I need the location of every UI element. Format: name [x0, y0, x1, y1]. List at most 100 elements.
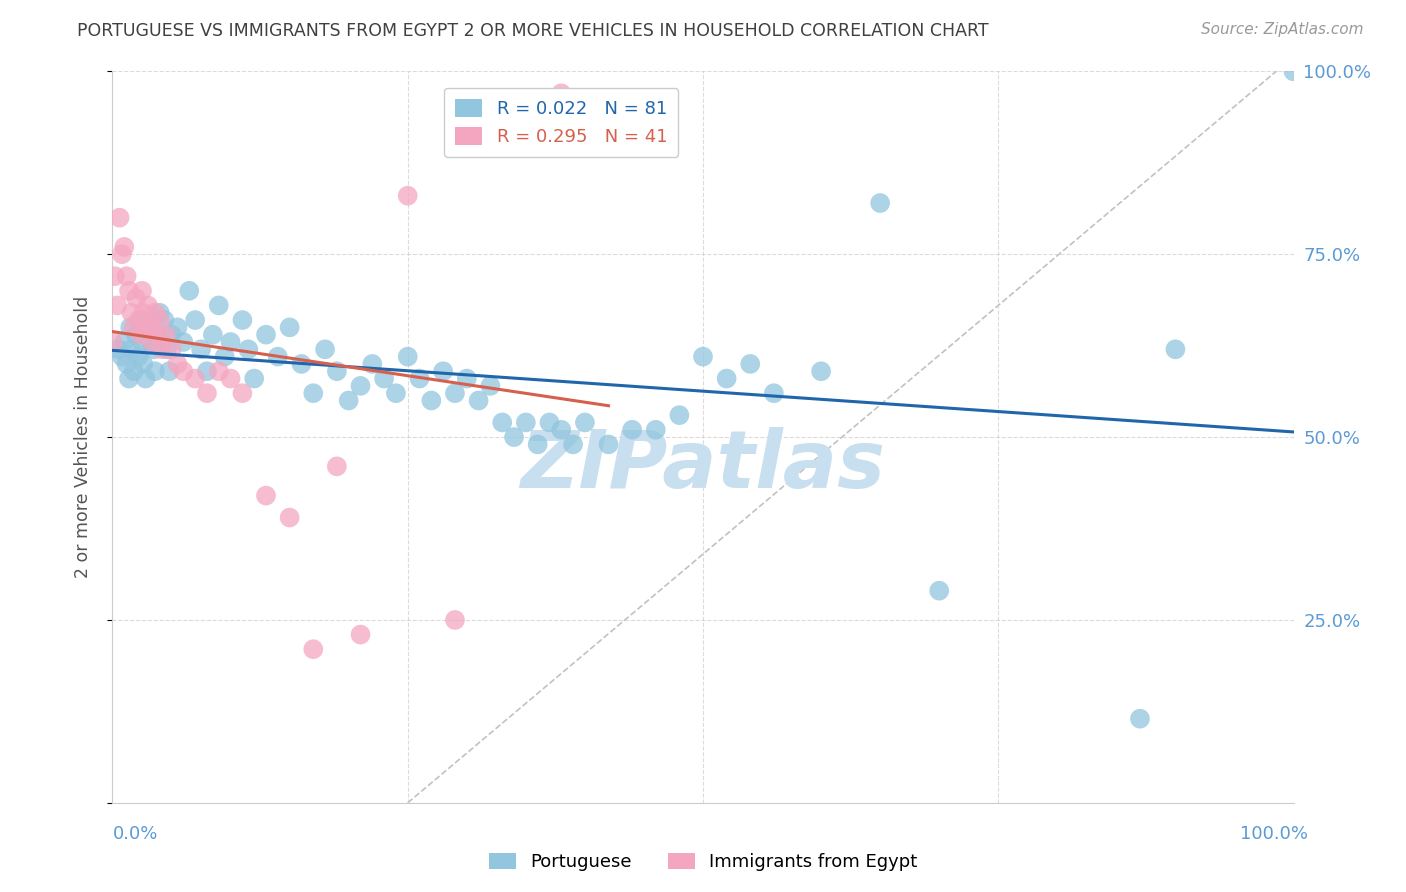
Point	[136, 320, 159, 334]
Point	[150, 343, 173, 357]
Legend: R = 0.022   N = 81, R = 0.295   N = 41: R = 0.022 N = 81, R = 0.295 N = 41	[444, 87, 678, 157]
Point	[120, 306, 142, 320]
Point	[219, 334, 242, 349]
Point	[120, 320, 142, 334]
Point	[432, 364, 454, 378]
Point	[1129, 712, 1152, 726]
Point	[692, 350, 714, 364]
Point	[1282, 64, 1305, 78]
Point	[396, 188, 419, 202]
Point	[146, 327, 169, 342]
Point	[142, 343, 165, 357]
Point	[118, 371, 141, 385]
Point	[150, 334, 173, 349]
Point	[562, 437, 585, 451]
Point	[143, 364, 166, 378]
Point	[238, 343, 260, 357]
Point	[166, 320, 188, 334]
Point	[550, 87, 572, 101]
Point	[105, 298, 128, 312]
Point	[231, 386, 253, 401]
Point	[184, 371, 207, 385]
Point	[621, 423, 644, 437]
Point	[444, 613, 467, 627]
Point	[142, 313, 165, 327]
Point	[131, 284, 153, 298]
Point	[762, 386, 785, 401]
Point	[131, 334, 153, 349]
Point	[267, 350, 290, 364]
Text: 100.0%: 100.0%	[1240, 825, 1308, 843]
Point	[122, 320, 145, 334]
Point	[668, 408, 690, 422]
Point	[172, 334, 194, 349]
Point	[243, 371, 266, 385]
Y-axis label: 2 or more Vehicles in Household: 2 or more Vehicles in Household	[73, 296, 91, 578]
Point	[136, 298, 159, 312]
Point	[503, 430, 526, 444]
Point	[456, 371, 478, 385]
Point	[156, 343, 179, 357]
Point	[115, 269, 138, 284]
Legend: Portuguese, Immigrants from Egypt: Portuguese, Immigrants from Egypt	[481, 846, 925, 879]
Point	[129, 313, 152, 327]
Point	[598, 437, 620, 451]
Point	[139, 334, 162, 349]
Point	[740, 357, 762, 371]
Point	[208, 298, 231, 312]
Point	[290, 357, 312, 371]
Point	[190, 343, 212, 357]
Point	[231, 313, 253, 327]
Point	[142, 334, 165, 349]
Point	[122, 364, 145, 378]
Point	[160, 327, 183, 342]
Point	[928, 583, 950, 598]
Point	[129, 327, 152, 342]
Text: 0.0%: 0.0%	[112, 825, 157, 843]
Point	[166, 357, 188, 371]
Point	[491, 416, 513, 430]
Point	[373, 371, 395, 385]
Point	[179, 284, 201, 298]
Point	[132, 357, 155, 371]
Point	[479, 379, 502, 393]
Point	[127, 350, 149, 364]
Point	[111, 247, 134, 261]
Point	[538, 416, 561, 430]
Point	[120, 343, 142, 357]
Point	[1164, 343, 1187, 357]
Point	[810, 364, 832, 378]
Point	[349, 627, 371, 641]
Point	[716, 371, 738, 385]
Point	[125, 327, 148, 342]
Text: PORTUGUESE VS IMMIGRANTS FROM EGYPT 2 OR MORE VEHICLES IN HOUSEHOLD CORRELATION : PORTUGUESE VS IMMIGRANTS FROM EGYPT 2 OR…	[77, 22, 988, 40]
Point	[112, 240, 135, 254]
Point	[104, 269, 127, 284]
Point	[160, 343, 183, 357]
Point	[111, 350, 134, 364]
Point	[491, 130, 513, 145]
Point	[326, 459, 349, 474]
Text: ZIPatlas: ZIPatlas	[520, 427, 886, 506]
Point	[135, 371, 157, 385]
Point	[208, 364, 231, 378]
Point	[132, 306, 155, 320]
Point	[149, 306, 172, 320]
Point	[155, 327, 177, 342]
Point	[326, 364, 349, 378]
Point	[515, 416, 537, 430]
Point	[101, 334, 124, 349]
Point	[149, 313, 172, 327]
Point	[107, 343, 129, 357]
Point	[408, 371, 430, 385]
Point	[195, 386, 218, 401]
Point	[139, 320, 162, 334]
Point	[214, 350, 236, 364]
Point	[127, 313, 149, 327]
Point	[467, 393, 489, 408]
Point	[644, 423, 666, 437]
Point	[396, 350, 419, 364]
Point	[219, 371, 242, 385]
Point	[146, 327, 169, 342]
Point	[201, 327, 224, 342]
